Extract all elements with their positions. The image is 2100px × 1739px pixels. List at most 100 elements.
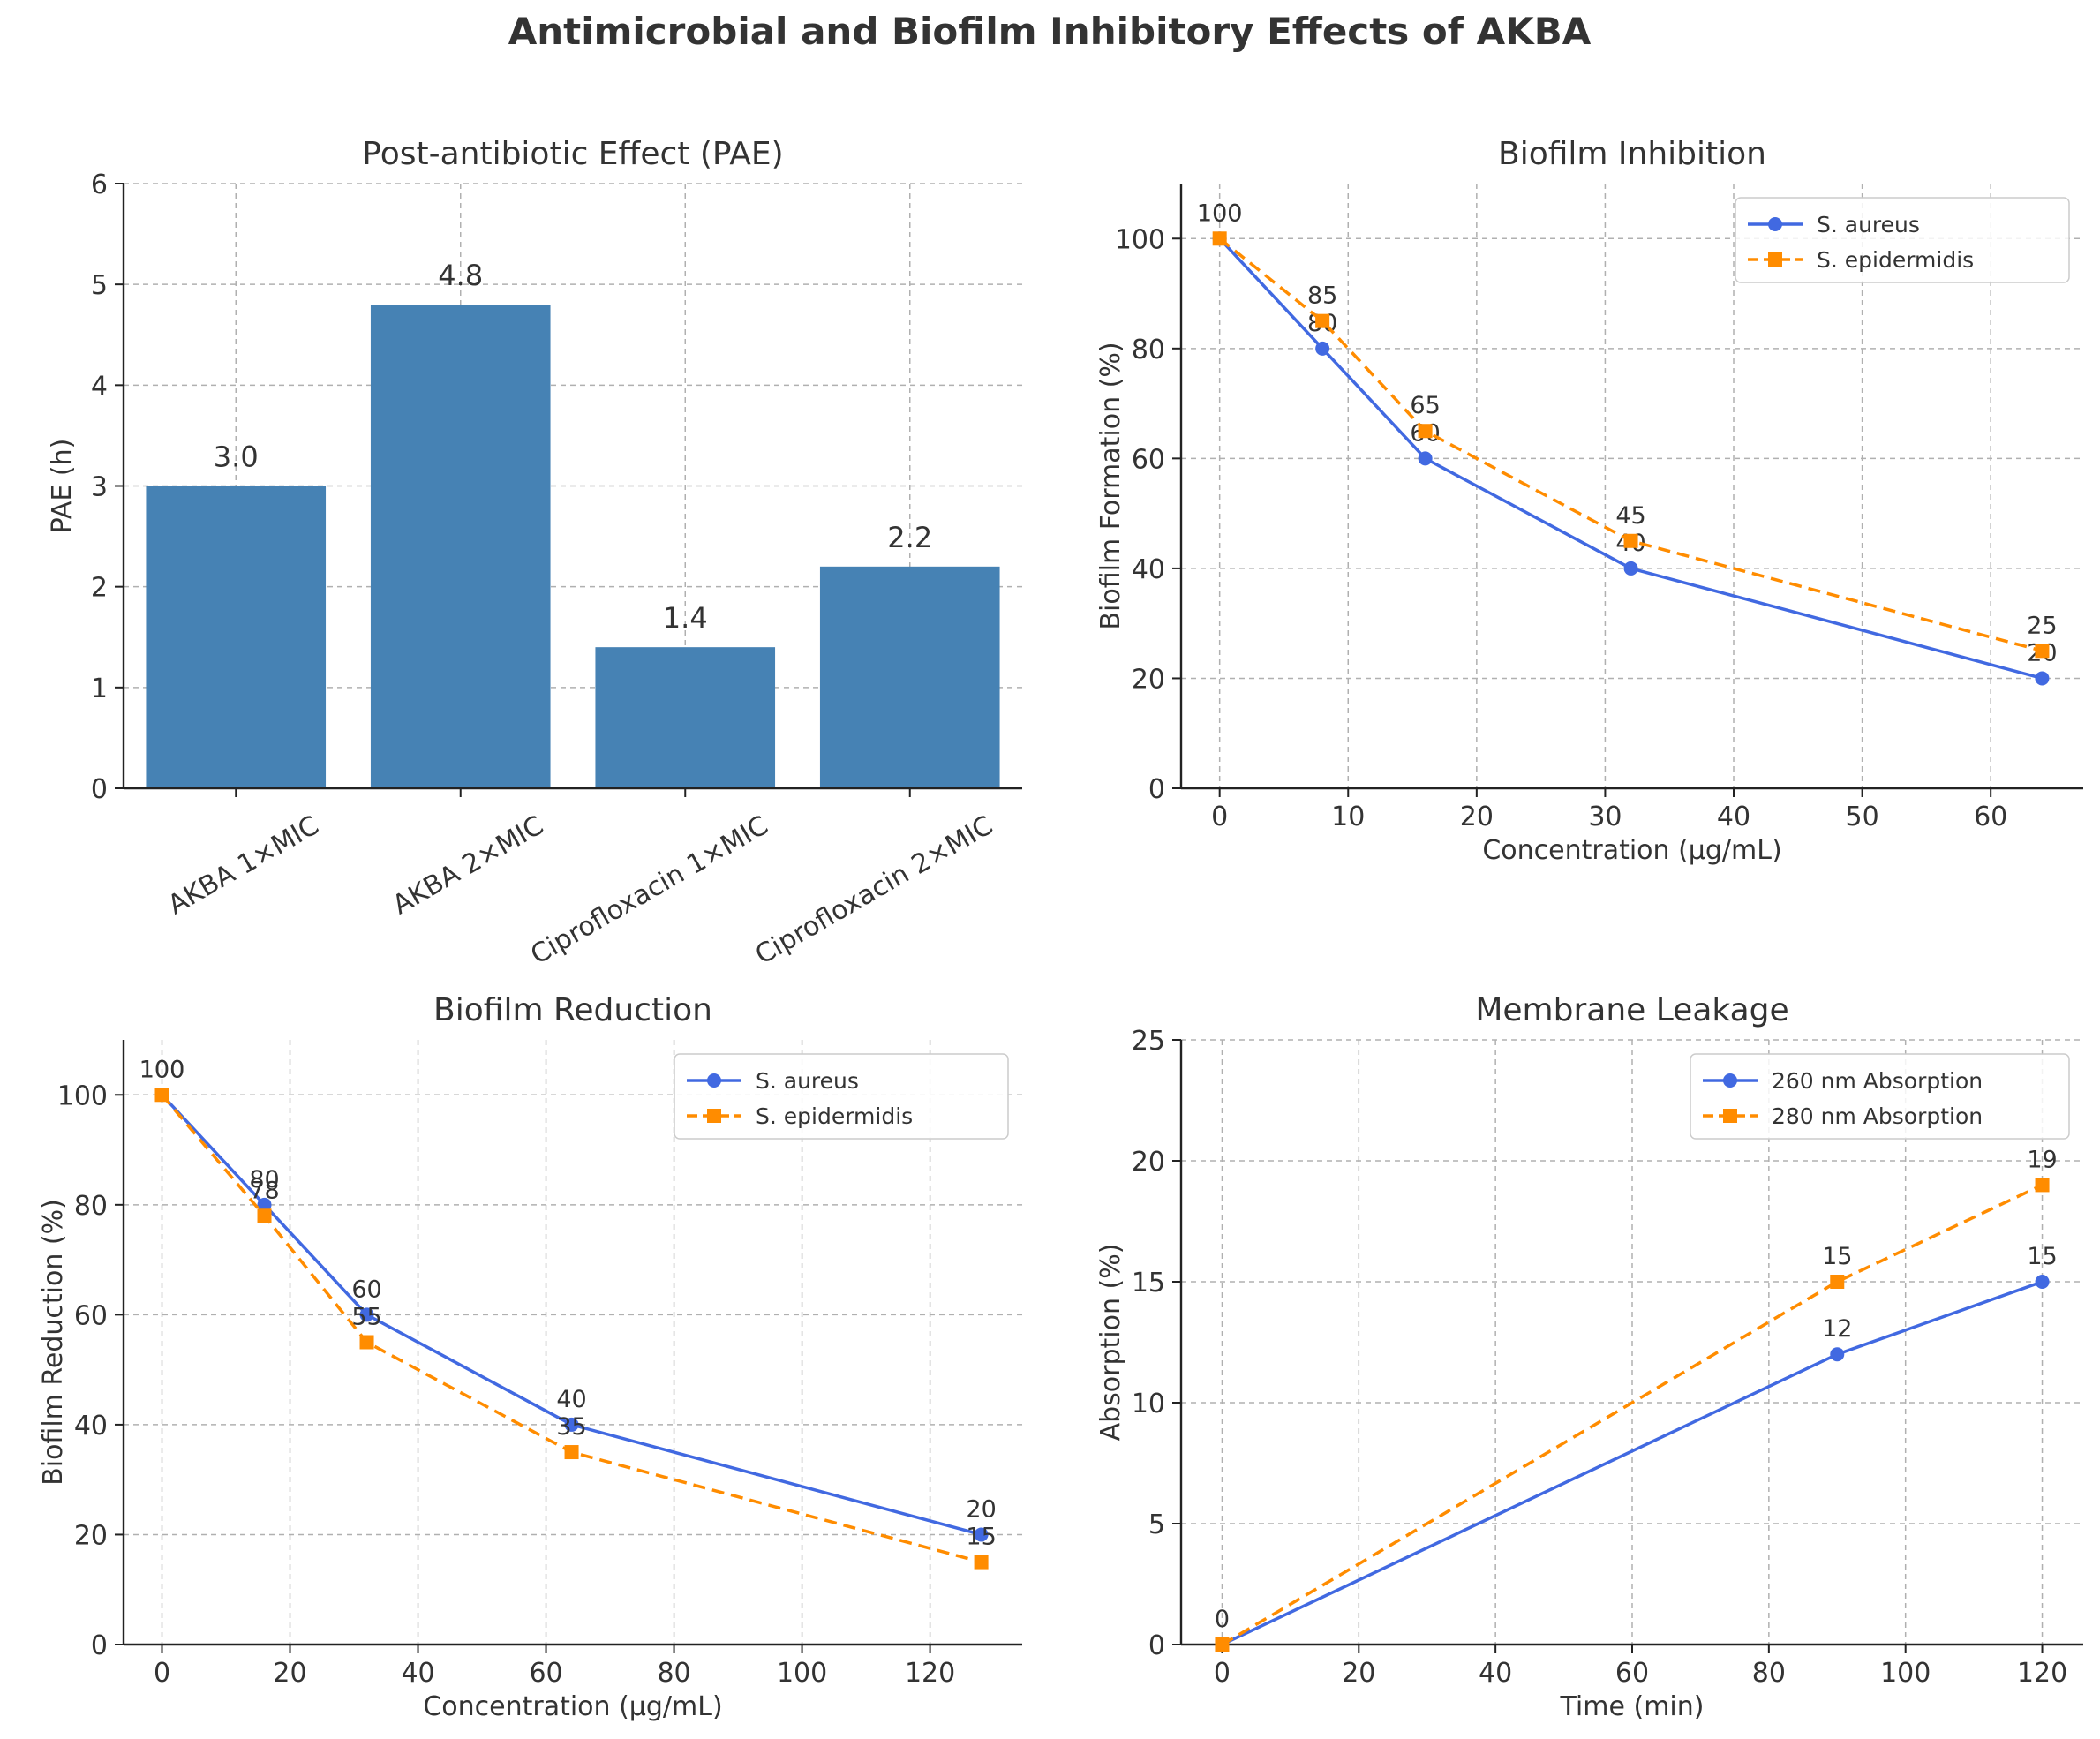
x-tick-label: AKBA 1×MIC [163,810,325,922]
legend-label: S. epidermidis [1817,247,1974,273]
bar-value-label: 3.0 [214,440,259,474]
y-tick-label: 80 [1132,335,1165,365]
data-point [1418,424,1433,439]
chart-title: Post-antibiotic Effect (PAE) [362,136,783,172]
y-tick-label: 20 [1132,664,1165,695]
x-tick-label: 60 [529,1658,562,1689]
y-tick-label: 10 [1132,1389,1165,1419]
bar [370,305,551,788]
y-tick-label: 40 [1132,554,1165,585]
legend-label: S. epidermidis [756,1103,913,1129]
x-tick-label: 10 [1331,802,1365,832]
data-point [257,1197,272,1212]
data-label: 15 [2027,1243,2057,1270]
x-tick-label: 80 [1752,1658,1786,1689]
y-tick-label: 20 [74,1520,108,1551]
data-label: 20 [966,1495,996,1523]
line-chart-3: 0 5 10 15 20 25 Membrane Leakage Absorption (%)… [1095,992,2083,1722]
line-chart-2: 0 20 40 60 80 100 Biofilm Reduction Biofilm Red… [38,992,1022,1722]
data-point [1315,313,1330,328]
legend-marker [707,1073,721,1088]
x-tick-label: 30 [1588,802,1622,832]
x-tick-label: 120 [2017,1658,2067,1689]
x-tick-label: 0 [1214,1658,1231,1689]
y-tick-label: 15 [1132,1268,1165,1299]
x-tick-label: 20 [1460,802,1494,832]
y-tick-label: 20 [1132,1147,1165,1178]
series-line [1218,237,2043,653]
data-point [564,1417,579,1432]
data-point [2035,1275,2050,1289]
bar [146,486,327,788]
data-point [974,1555,989,1570]
x-tick-label: 40 [1479,1658,1512,1689]
data-label: 80 [249,1166,279,1193]
legend-marker [1768,217,1782,231]
x-tick-label: 40 [1717,802,1750,832]
y-tick-label: 0 [1148,1630,1165,1661]
bar-value-label: 2.2 [887,521,932,554]
data-point [1830,1347,1845,1362]
data-label: 100 [139,1056,185,1083]
x-tick-label: 100 [1880,1658,1931,1689]
legend [1735,197,2070,283]
legend-marker [1768,252,1782,267]
data-point [2035,671,2050,686]
data-label: 12 [1822,1315,1852,1343]
data-label: 65 [1410,392,1440,419]
y-tick-label: 2 [91,573,108,604]
y-tick-label: 60 [1132,444,1165,475]
bar [819,566,1000,788]
data-label: 100 [1197,199,1243,227]
y-tick-label: 25 [1132,1026,1165,1057]
data-label: 0 [1215,1606,1230,1633]
y-axis-label: Absorption (%) [1095,1244,1126,1442]
chart-title: Biofilm Inhibition [1498,136,1766,172]
x-tick-label: 60 [1974,802,2007,832]
chart-title: Biofilm Reduction [433,992,712,1028]
x-tick-label: 100 [777,1658,827,1689]
data-point [1215,1637,1230,1652]
bar [595,647,776,788]
data-label: 45 [1615,502,1645,530]
x-tick-label: 40 [401,1658,434,1689]
data-label: 100 [1197,199,1243,227]
data-point [359,1335,374,1350]
x-tick-label: 0 [1211,802,1228,832]
data-point [564,1445,579,1460]
data-point [1315,341,1330,356]
data-point [1418,451,1433,466]
data-label: 15 [966,1524,996,1551]
data-label: 15 [1822,1243,1852,1270]
data-label: 19 [2027,1146,2057,1173]
data-point [974,1527,989,1542]
legend-label: S. aureus [1817,212,1920,237]
legend-marker [707,1109,721,1123]
chart-title: Membrane Leakage [1475,992,1788,1028]
data-point [1623,533,1638,548]
y-tick-label: 5 [1148,1509,1165,1540]
data-label: 55 [351,1304,381,1331]
data-point [154,1088,169,1103]
x-tick-label: 20 [1342,1658,1375,1689]
x-axis-label: Time (min) [1560,1691,1705,1722]
y-tick-label: 100 [1115,224,1165,255]
data-label: 100 [139,1056,185,1083]
y-tick-label: 0 [91,1630,108,1661]
legend [674,1053,1009,1140]
y-tick-label: 6 [91,169,108,200]
series-line [1221,1183,2044,1646]
x-tick-label: 50 [1846,802,1879,832]
x-tick-label: 20 [273,1658,306,1689]
data-point [2035,644,2050,659]
legend-marker [1723,1073,1737,1088]
y-tick-label: 0 [1148,774,1165,805]
pae-bar-chart: 3.0 AKBA 1×MIC 4.8 AKBA 2×MIC 1.4 Ciprofloxac… [47,136,1022,971]
bar-value-label: 1.4 [663,601,708,635]
y-tick-label: 3 [91,472,108,503]
data-label: 85 [1307,282,1337,310]
data-label: 40 [556,1386,586,1413]
y-tick-label: 1 [91,674,108,704]
x-tick-label: 80 [657,1658,690,1689]
